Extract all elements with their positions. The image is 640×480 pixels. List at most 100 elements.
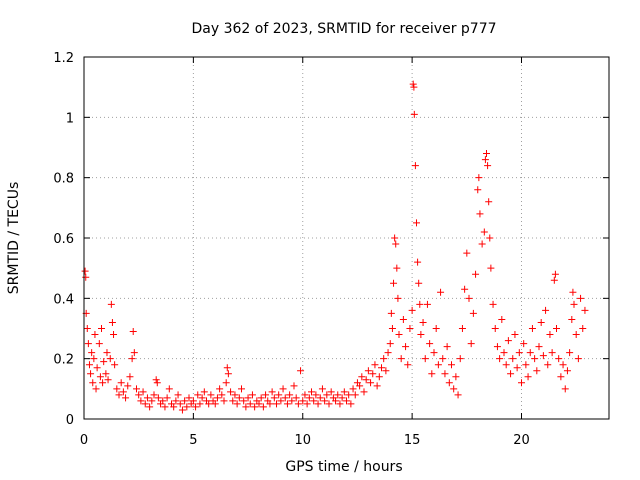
- data-point: [88, 349, 96, 357]
- x-axis-label: GPS time / hours: [285, 459, 402, 475]
- data-point: [163, 394, 171, 402]
- data-point: [399, 315, 407, 323]
- data-point: [487, 264, 495, 272]
- data-point: [500, 349, 508, 357]
- data-point: [107, 300, 115, 308]
- data-point: [434, 361, 442, 369]
- data-point: [371, 361, 379, 369]
- data-point: [95, 340, 103, 348]
- data-point: [216, 385, 224, 393]
- data-point: [110, 331, 118, 339]
- data-point: [89, 379, 97, 387]
- data-point: [172, 397, 180, 405]
- data-point: [200, 388, 208, 396]
- data-point: [84, 340, 92, 348]
- data-point: [229, 397, 237, 405]
- data-point: [432, 325, 440, 332]
- data-point: [535, 343, 543, 351]
- y-tick-label: 1: [66, 111, 74, 126]
- data-point: [581, 306, 589, 314]
- data-point: [531, 355, 539, 363]
- data-point: [511, 331, 519, 339]
- data-point: [231, 391, 239, 399]
- data-point: [165, 385, 173, 393]
- data-point: [452, 373, 460, 381]
- data-point: [544, 361, 552, 369]
- data-point: [561, 385, 569, 393]
- data-point: [303, 400, 311, 408]
- data-point: [126, 373, 134, 381]
- data-point: [411, 162, 419, 170]
- data-point: [450, 385, 458, 393]
- data-point: [194, 391, 202, 399]
- axis-ticks: 0 0.2 0.4 0.6 0.8 1 1.2 0 5 10 15 20: [53, 51, 609, 448]
- data-point: [406, 325, 414, 332]
- data-point: [290, 382, 298, 390]
- data-point: [152, 376, 160, 384]
- data-point: [553, 325, 560, 332]
- data-point: [130, 349, 138, 357]
- data-point: [384, 349, 392, 357]
- data-point: [413, 219, 420, 227]
- data-point: [445, 379, 453, 387]
- data-point: [437, 288, 445, 296]
- data-point: [395, 331, 403, 339]
- data-point: [159, 397, 167, 405]
- data-point: [242, 403, 250, 411]
- data-point: [113, 385, 121, 393]
- data-point: [481, 156, 489, 164]
- data-point: [443, 343, 451, 351]
- data-point: [233, 400, 241, 408]
- data-point: [103, 349, 111, 357]
- data-point: [364, 367, 372, 375]
- data-point: [489, 300, 497, 308]
- data-point: [266, 400, 274, 408]
- data-point: [99, 379, 107, 387]
- data-point: [484, 162, 492, 170]
- data-point: [548, 349, 556, 357]
- data-point: [566, 349, 574, 357]
- data-point: [476, 210, 484, 218]
- x-tick-label: 20: [513, 433, 530, 448]
- data-point: [386, 340, 394, 348]
- data-point: [262, 391, 270, 399]
- data-point: [297, 367, 305, 375]
- data-point: [392, 240, 400, 248]
- data-point: [356, 382, 364, 390]
- data-point: [222, 379, 230, 387]
- data-point: [416, 300, 424, 308]
- data-point: [257, 394, 265, 402]
- data-point: [176, 400, 184, 408]
- data-point: [270, 394, 278, 402]
- data-point: [122, 394, 130, 402]
- data-point: [170, 403, 178, 411]
- data-point: [235, 394, 243, 402]
- data-point: [504, 337, 512, 345]
- x-tick-label: 15: [404, 433, 421, 448]
- data-point: [185, 394, 193, 402]
- data-point: [133, 385, 140, 393]
- plot-frame: [83, 56, 610, 420]
- data-point: [238, 385, 245, 393]
- data-point: [550, 276, 558, 284]
- x-tick-label: 10: [294, 433, 311, 448]
- data-point: [391, 234, 399, 242]
- data-point: [428, 370, 436, 378]
- data-point: [154, 394, 162, 402]
- data-point: [373, 382, 381, 390]
- data-point: [119, 388, 127, 396]
- data-point: [509, 355, 517, 363]
- data-point: [275, 391, 283, 399]
- data-point: [419, 318, 427, 326]
- data-point: [227, 388, 235, 396]
- data-point: [465, 294, 473, 302]
- data-point: [87, 370, 95, 378]
- data-point: [513, 364, 521, 372]
- data-point: [456, 355, 464, 363]
- data-point: [426, 340, 434, 348]
- data-point: [178, 406, 186, 414]
- data-point: [414, 258, 422, 266]
- data-point: [394, 294, 402, 302]
- data-point: [551, 270, 559, 278]
- y-tick-label: 0.6: [53, 232, 74, 247]
